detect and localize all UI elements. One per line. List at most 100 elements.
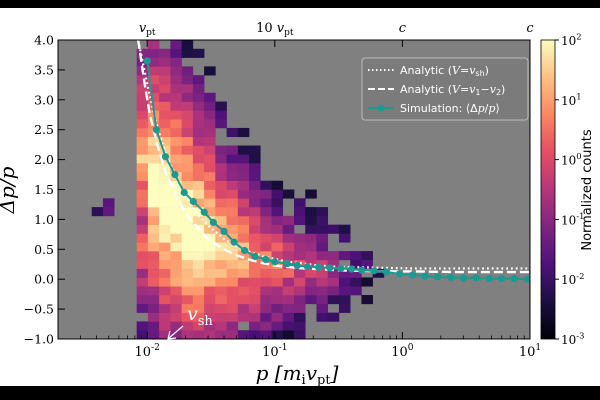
y-tick-label: 0.5 <box>34 242 54 257</box>
heatmap-cell <box>215 110 227 120</box>
heatmap-cell <box>159 198 171 208</box>
heatmap-cell <box>170 295 182 305</box>
heatmap-cell <box>136 321 149 331</box>
top-axis-label: c <box>399 21 407 36</box>
heatmap-cell <box>204 198 216 208</box>
heatmap-cell <box>181 295 194 305</box>
y-tick-label: 2.0 <box>34 152 54 167</box>
heatmap-cell <box>192 136 205 146</box>
heatmap-cell <box>170 48 182 58</box>
heatmap-cell <box>192 171 205 181</box>
heatmap-cell <box>136 224 149 234</box>
heatmap-cell <box>260 233 272 243</box>
heatmap-cells <box>91 40 385 339</box>
heatmap-cell <box>338 277 351 287</box>
y-tick-label: 1.0 <box>34 212 54 227</box>
heatmap-cell <box>192 154 205 164</box>
simulation-point <box>262 255 270 264</box>
heatmap-cell <box>136 57 149 67</box>
heatmap-cell <box>249 198 261 208</box>
heatmap-cell <box>294 198 306 208</box>
heatmap-cell <box>181 224 194 234</box>
simulation-point <box>447 273 455 282</box>
heatmap-cell <box>181 321 194 331</box>
heatmap-cell <box>305 295 317 305</box>
heatmap-cell <box>237 251 250 261</box>
heatmap-cell <box>226 303 239 313</box>
heatmap-cell <box>192 92 205 102</box>
heatmap-cell <box>294 321 306 331</box>
heatmap-cell <box>271 224 284 234</box>
heatmap-cell <box>226 145 239 155</box>
heatmap-cell <box>181 312 194 322</box>
heatmap-cell <box>260 242 272 252</box>
heatmap-cell <box>192 233 205 243</box>
top-axis-label: c <box>526 21 534 36</box>
heatmap-cell <box>215 198 227 208</box>
heatmap-cell <box>136 171 149 181</box>
heatmap-cell <box>192 330 205 339</box>
heatmap-cell <box>226 312 239 322</box>
heatmap-cell <box>170 251 182 261</box>
heatmap-cell <box>147 75 160 85</box>
heatmap-cell <box>260 224 272 234</box>
heatmap-cell <box>294 312 306 322</box>
heatmap-cell <box>136 101 149 111</box>
heatmap-cell <box>226 295 239 305</box>
heatmap-cell <box>305 207 317 217</box>
heatmap-cell <box>226 189 239 199</box>
heatmap-cell <box>361 259 373 269</box>
heatmap-cell <box>282 189 295 199</box>
analytic-v1v2-curve: Analytic (V=v_1−v_2) <box>136 40 530 274</box>
heatmap-cell <box>147 268 160 278</box>
heatmap-cell <box>327 295 340 305</box>
legend: Analytic (V=vsh) Analytic (V=v1−v2) Simu… <box>361 57 529 121</box>
heatmap-cell <box>249 224 261 234</box>
simulation-point <box>472 274 480 282</box>
heatmap-cell <box>316 233 329 243</box>
heatmap-cell <box>192 189 205 199</box>
heatmap-cell <box>271 198 284 208</box>
simulation-point <box>382 268 391 276</box>
heatmap-cell <box>215 171 227 181</box>
heatmap-cell <box>294 251 306 261</box>
heatmap-cell <box>192 180 205 190</box>
heatmap-chart: Analytic (V=v_1−v_2)Analytic (V=v_sh)Sim… <box>0 21 595 388</box>
heatmap-cell <box>226 321 239 331</box>
heatmap-cell <box>181 145 194 155</box>
heatmap-cell <box>237 180 250 190</box>
heatmap-cell <box>249 154 261 164</box>
heatmap-cell <box>350 277 362 287</box>
heatmap-cell <box>159 110 171 120</box>
heatmap-cell <box>271 251 284 261</box>
heatmap-cell <box>338 286 351 296</box>
heatmap-cell <box>215 145 227 155</box>
heatmap-cell <box>181 215 194 225</box>
heatmap-cell <box>316 286 329 296</box>
heatmap-cell <box>215 277 227 287</box>
simulation-point <box>180 188 188 197</box>
heatmap-cell <box>181 75 194 85</box>
heatmap-cell <box>181 233 194 243</box>
heatmap-cell <box>271 321 284 331</box>
x-axis-label: p [mivpt] <box>256 361 339 386</box>
heatmap-cell <box>316 224 329 234</box>
heatmap-cell <box>192 207 205 217</box>
y-axis: −1.0 −0.5 0.0 0.5 1.0 1.5 2.0 2.5 3.0 3.5 4.0 <box>24 33 65 347</box>
heatmap-cell <box>316 259 329 269</box>
heatmap-cell <box>159 136 171 146</box>
heatmap-cell <box>136 242 149 252</box>
heatmap-cell <box>192 286 205 296</box>
heatmap-cell <box>192 119 205 129</box>
heatmap-cell <box>147 154 160 164</box>
top-axis-label: 10 vpt <box>256 21 294 38</box>
heatmap-cell <box>181 154 194 164</box>
heatmap-cell <box>215 215 227 225</box>
heatmap-cell <box>159 259 171 269</box>
heatmap-cell <box>91 207 104 217</box>
top-axis-label: vpt <box>139 21 156 38</box>
heatmap-cell <box>260 180 272 190</box>
heatmap-cell <box>294 207 306 217</box>
heatmap-cell <box>260 268 272 278</box>
heatmap-cell <box>159 101 171 111</box>
